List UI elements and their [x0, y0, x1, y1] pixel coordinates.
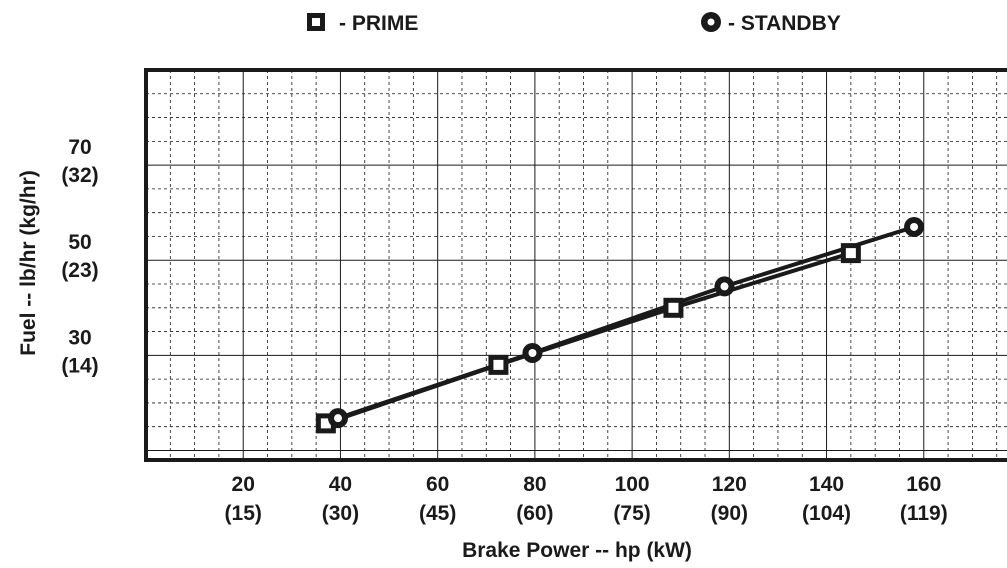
- standby-point: [904, 216, 925, 237]
- legend: - PRIME - STANDBY: [307, 12, 841, 35]
- prime-point: [663, 297, 684, 318]
- standby-point: [522, 342, 543, 363]
- y-tick-label: 30: [68, 326, 91, 349]
- standby-point: [714, 276, 735, 297]
- series-lines: [325, 225, 915, 426]
- x-tick-label: 140: [809, 473, 844, 496]
- x-tick-sublabel: (30): [322, 502, 359, 525]
- legend-prime-label: - PRIME: [339, 12, 418, 35]
- x-tick-sublabel: (45): [419, 502, 456, 525]
- y-tick-label: 70: [68, 136, 91, 159]
- y-tick-sublabel: (23): [61, 259, 98, 282]
- x-tick-sublabel: (90): [711, 502, 748, 525]
- legend-prime-marker: [307, 13, 325, 31]
- plot-frame: [144, 68, 1007, 462]
- x-tick-sublabel: (15): [225, 502, 262, 525]
- x-tick-sublabel: (119): [900, 502, 948, 525]
- x-tick-label: 80: [523, 473, 546, 496]
- prime-point: [488, 354, 509, 375]
- y-axis-label: Fuel -- lb/hr (kg/hr): [17, 170, 40, 355]
- x-tick-label: 100: [615, 473, 650, 496]
- x-tick-label: 20: [232, 473, 255, 496]
- x-tick-labels: 20 (15) 40 (30) 60 (45) 80 (60) 100 (75) 120 (90) 14…: [225, 473, 948, 525]
- prime-point: [840, 243, 861, 264]
- standby-point: [328, 408, 349, 429]
- major-grid: [146, 70, 1007, 460]
- x-tick-sublabel: (104): [802, 502, 851, 525]
- x-tick-label: 160: [906, 473, 941, 496]
- y-tick-label: 50: [68, 231, 91, 254]
- x-axis-label: Brake Power -- hp (kW): [462, 539, 692, 562]
- x-tick-sublabel: (60): [516, 502, 553, 525]
- legend-standby-label: - STANDBY: [728, 12, 841, 35]
- y-tick-labels: 30 (14) 50 (23) 70 (32): [61, 136, 98, 377]
- x-tick-label: 60: [426, 473, 449, 496]
- legend-standby-marker: [701, 12, 721, 32]
- series-line-standby: [337, 225, 915, 421]
- x-tick-label: 120: [712, 473, 747, 496]
- minor-grid: [146, 70, 1007, 460]
- x-tick-label: 40: [329, 473, 352, 496]
- y-tick-sublabel: (14): [61, 354, 98, 377]
- y-tick-sublabel: (32): [61, 164, 98, 187]
- series-marks: [315, 216, 925, 434]
- x-tick-sublabel: (75): [613, 502, 650, 525]
